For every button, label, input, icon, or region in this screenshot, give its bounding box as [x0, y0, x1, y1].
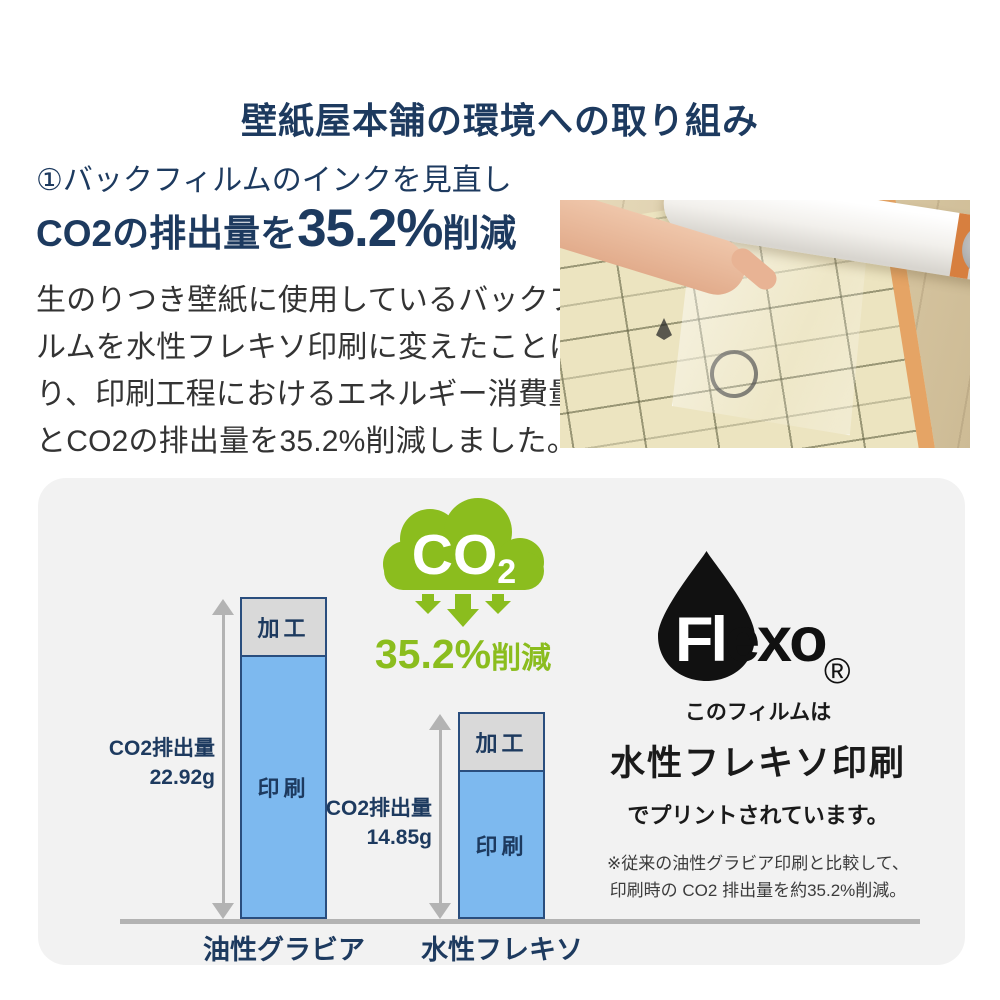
intro-line: 生のりつき壁紙に使用しているバックフィ: [36, 284, 609, 317]
intro-line: ルムを水性フレキソ印刷に変えたことによ: [36, 331, 610, 364]
category-label-flexo: 水性フレキソ: [421, 935, 583, 965]
bar-segment-printing: 印刷: [240, 655, 327, 919]
headline-prefix: CO2の排出量を: [36, 213, 298, 254]
total-value: 22.92g: [149, 766, 215, 789]
headline: CO2の排出量を35.2%削減: [36, 198, 516, 265]
bar-segment-printing: 印刷: [458, 770, 545, 919]
product-photo: [560, 200, 970, 448]
infographic-panel: 加工 印刷 加工 印刷 CO2排出量 22.92g CO2排出量 14.85g …: [38, 478, 965, 965]
film-statement-line1: このフィルムは: [684, 701, 832, 724]
intro-line: とCO2の排出量を35.2%削減しました。: [36, 425, 577, 458]
co2-reduction-label: 35.2%削減: [368, 634, 558, 675]
co2-reduction-badge: CO2 35.2%削減: [368, 494, 558, 675]
bar-segment-processing: 加工: [458, 712, 545, 772]
page-title: 壁紙屋本舗の環境への取り組み: [240, 100, 759, 142]
droplet-icon: [658, 551, 755, 681]
total-caption: CO2排出量: [108, 737, 215, 760]
dimension-arrow-gravure: [212, 599, 234, 919]
bar-flexo: 加工 印刷: [458, 712, 545, 919]
total-value: 14.85g: [366, 826, 432, 849]
total-label-gravure: CO2排出量 22.92g: [68, 734, 215, 792]
film-statement: このフィルムは 水性フレキソ印刷 でプリントされています。 ※従来の油性グラビア…: [538, 696, 978, 904]
film-note-line: 印刷時の CO2 排出量を約35.2%削減。: [609, 881, 907, 900]
step-heading: ①バックフィルムのインクを見直し: [36, 164, 512, 197]
film-statement-line3: でプリントされています。: [627, 803, 889, 828]
co2-cloud-text: CO2: [412, 523, 516, 591]
total-label-flexo: CO2排出量 14.85g: [278, 794, 432, 852]
co2-cloud-icon: CO2: [383, 498, 544, 627]
co2-subscript: 2: [497, 553, 516, 591]
down-arrow-icon: [415, 594, 441, 614]
film-note: ※従来の油性グラビア印刷と比較して、 印刷時の CO2 排出量を約35.2%削減…: [538, 850, 978, 904]
dimension-arrow-flexo: [429, 714, 451, 919]
total-caption: CO2排出量: [325, 797, 432, 820]
arrow-line: [438, 727, 442, 906]
headline-suffix: 削減: [442, 213, 517, 254]
category-label-gravure: 油性グラビア: [203, 935, 365, 965]
intro-line: り、印刷工程におけるエネルギー消費量: [36, 378, 579, 411]
bar-gravure: 加工 印刷: [240, 597, 327, 919]
registered-mark: ®: [824, 650, 851, 687]
bar-segment-processing: 加工: [240, 597, 327, 657]
down-arrow-icon: [485, 594, 511, 614]
film-statement-line2: 水性フレキソ印刷: [609, 744, 906, 783]
film-note-line: ※従来の油性グラビア印刷と比較して、: [607, 854, 909, 873]
reduction-value: 35.2%: [374, 631, 492, 677]
reduction-suffix: 削減: [491, 642, 552, 675]
arrow-line: [221, 612, 225, 906]
chart-baseline: [120, 919, 920, 924]
flexo-logo: Flexo ®: [658, 551, 851, 687]
flexo-brand-text: Flexo: [675, 605, 826, 675]
down-arrow-icon: [447, 594, 479, 627]
intro-paragraph: 生のりつき壁紙に使用しているバックフィ ルムを水性フレキソ印刷に変えたことによ …: [36, 277, 609, 465]
headline-value: 35.2%: [297, 199, 443, 258]
